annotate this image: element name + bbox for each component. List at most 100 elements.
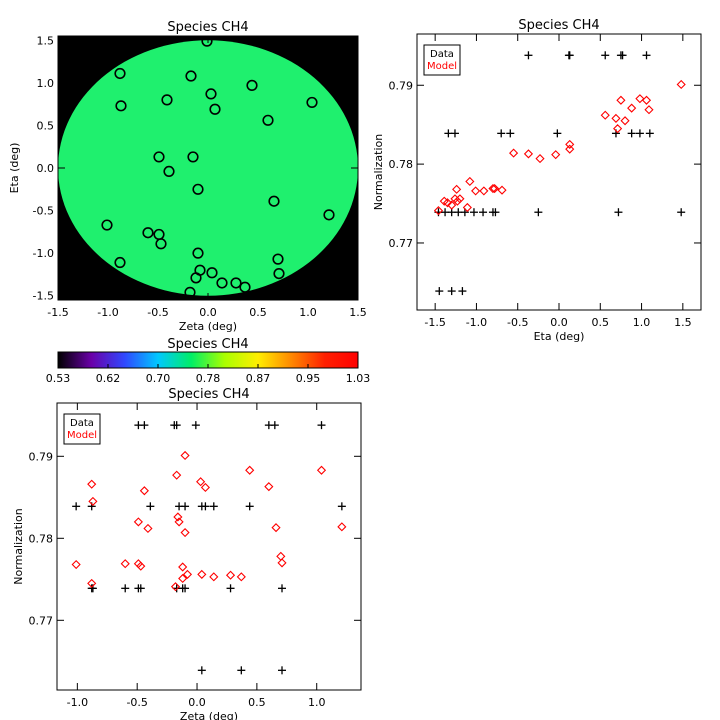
- model-point-diamond: [139, 486, 149, 496]
- data-point-plus: [146, 502, 155, 511]
- model-point-diamond: [276, 551, 286, 561]
- data-point-circle: [323, 209, 335, 221]
- model-point-diamond: [490, 183, 500, 194]
- y-tick-label: 0.77: [29, 614, 54, 627]
- model-point-diamond: [133, 559, 143, 569]
- x-tick-label: 1.5: [674, 316, 692, 329]
- model-point-diamond: [644, 105, 654, 115]
- model-point-diamond: [551, 150, 561, 160]
- model-point-diamond: [178, 573, 188, 584]
- y-tick-label: 0.78: [389, 158, 414, 171]
- y-tick-label: 1.0: [37, 77, 55, 90]
- data-point-circle: [230, 277, 242, 289]
- x-tick-label: -1.0: [67, 696, 88, 709]
- x-axis-label: Zeta (deg): [179, 320, 237, 333]
- model-point-diamond: [180, 527, 190, 538]
- model-point-diamond: [600, 110, 610, 120]
- data-point-plus: [506, 129, 515, 138]
- legend-entry-model: Model: [67, 430, 97, 441]
- data-point-plus: [553, 129, 562, 138]
- model-point-diamond: [452, 184, 462, 194]
- model-point-diamond: [197, 569, 207, 579]
- model-point-diamond: [523, 149, 534, 159]
- data-point-plus: [172, 421, 181, 430]
- model-point-diamond: [565, 144, 575, 154]
- data-point-plus: [191, 421, 200, 430]
- data-point-plus: [645, 129, 654, 138]
- y-tick-label: 0.77: [389, 237, 414, 250]
- model-point-diamond: [455, 194, 465, 204]
- x-tick-label: -1.5: [47, 306, 68, 319]
- model-point-diamond: [452, 196, 463, 206]
- data-point-plus: [677, 208, 686, 217]
- model-point-diamond: [245, 465, 255, 475]
- data-point-circle: [101, 219, 113, 231]
- data-point-circle: [142, 227, 154, 239]
- y-axis-label: Normalization: [12, 508, 25, 584]
- model-point-diamond: [173, 512, 183, 522]
- model-point-diamond: [143, 523, 153, 534]
- data-point-plus: [601, 51, 610, 60]
- data-point-plus: [491, 208, 500, 217]
- model-point-diamond: [277, 558, 287, 568]
- model-point-diamond: [611, 113, 621, 123]
- model-point-diamond: [178, 562, 188, 572]
- data-point-circle: [246, 79, 258, 91]
- data-point-plus: [181, 502, 190, 511]
- data-point-plus: [72, 502, 81, 511]
- model-point-diamond: [200, 482, 210, 493]
- y-tick-label: 0.78: [29, 532, 54, 545]
- data-point-plus: [245, 502, 254, 511]
- model-point-diamond: [509, 148, 519, 158]
- data-point-circle: [205, 88, 217, 100]
- colorbar-tick-label: 0.95: [296, 372, 321, 385]
- data-point-plus: [635, 129, 644, 138]
- y-tick-label: 0.79: [389, 79, 414, 92]
- y-tick-label: -0.5: [33, 205, 54, 218]
- x-tick-label: -1.0: [466, 316, 487, 329]
- data-point-plus: [497, 129, 506, 138]
- data-point-plus: [642, 51, 651, 60]
- data-point-plus: [565, 51, 574, 60]
- data-point-plus: [121, 584, 130, 593]
- x-tick-label: 1.5: [349, 306, 367, 319]
- x-tick-label: -0.5: [147, 306, 168, 319]
- data-point-plus: [201, 502, 210, 511]
- model-point-diamond: [316, 465, 327, 475]
- data-point-circle: [114, 67, 126, 80]
- model-point-diamond: [71, 559, 81, 570]
- model-point-diamond: [87, 578, 97, 588]
- x-tick-label: -1.5: [424, 316, 445, 329]
- y-tick-label: 0.0: [37, 162, 55, 175]
- data-point-circle: [268, 195, 280, 207]
- x-tick-label: -0.5: [126, 696, 147, 709]
- x-tick-label: 1.0: [299, 306, 317, 319]
- model-point-diamond: [627, 103, 637, 113]
- colorbar-tick-label: 0.87: [246, 372, 271, 385]
- data-point-circle: [306, 96, 318, 109]
- field-disk: [58, 40, 358, 296]
- colorbar-tick-label: 0.78: [196, 372, 221, 385]
- data-point-plus: [627, 129, 636, 138]
- model-point-diamond: [635, 94, 645, 104]
- model-point-diamond: [433, 206, 444, 216]
- x-tick-label: 0.0: [550, 316, 568, 329]
- data-point-circle: [192, 183, 204, 195]
- model-point-diamond: [170, 582, 181, 592]
- model-point-diamond: [447, 200, 457, 210]
- data-point-plus: [178, 584, 187, 593]
- model-point-diamond: [462, 202, 472, 213]
- data-point-circle: [184, 286, 196, 298]
- data-point-plus: [337, 502, 346, 511]
- chart-title: Species CH4: [168, 387, 249, 402]
- model-point-diamond: [676, 79, 686, 90]
- chart-title: Species CH4: [167, 20, 248, 35]
- x-tick-label: 0.0: [188, 696, 206, 709]
- data-point-plus: [209, 502, 218, 511]
- model-point-diamond: [620, 116, 630, 126]
- legend-entry-data: Data: [70, 418, 94, 429]
- data-point-circle: [272, 253, 284, 265]
